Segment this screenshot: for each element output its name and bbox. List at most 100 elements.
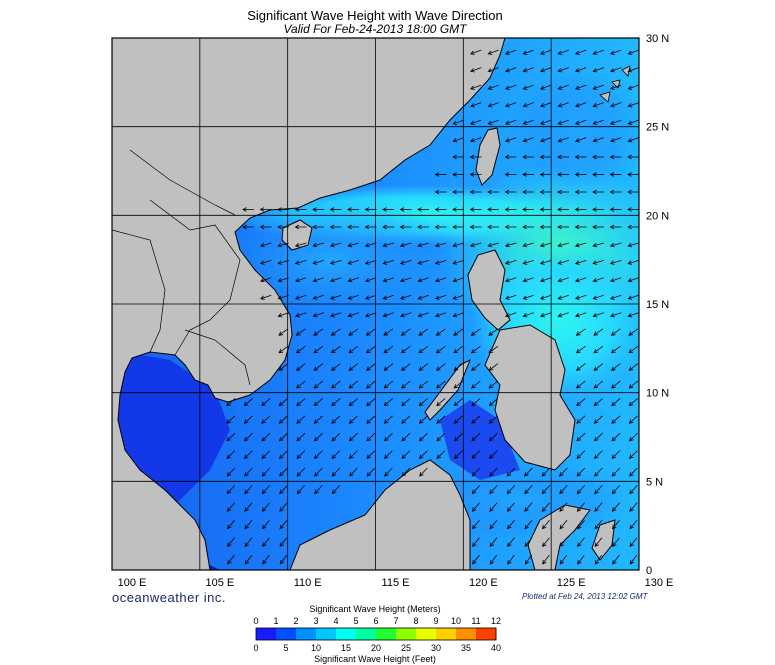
wave-arrow bbox=[364, 224, 377, 230]
wave-arrow bbox=[436, 363, 446, 371]
wave-arrow bbox=[524, 502, 533, 512]
wave-arrow bbox=[539, 172, 552, 177]
wave-arrow bbox=[471, 380, 481, 389]
wave-arrow bbox=[312, 224, 324, 230]
wave-arrow bbox=[435, 328, 446, 336]
wave-arrow bbox=[364, 207, 377, 212]
wave-arrow bbox=[453, 398, 463, 407]
wave-arrow bbox=[347, 242, 359, 248]
wave-arrow bbox=[505, 67, 517, 73]
feet-tick-label: 5 bbox=[283, 643, 288, 653]
wave-arrow bbox=[540, 294, 552, 300]
wave-arrow bbox=[243, 415, 253, 424]
wave-arrow bbox=[417, 207, 429, 212]
longitude-label: 105 E bbox=[205, 577, 234, 589]
wave-arrow bbox=[522, 312, 534, 318]
wave-arrow bbox=[244, 467, 253, 477]
wave-arrow bbox=[383, 415, 393, 424]
wave-arrow bbox=[557, 242, 569, 248]
wave-arrow bbox=[419, 467, 428, 477]
wave-arrow bbox=[434, 242, 447, 248]
wave-arrow bbox=[400, 277, 412, 283]
wave-arrow bbox=[419, 450, 428, 459]
wave-arrow bbox=[417, 260, 429, 265]
wave-arrow bbox=[365, 294, 377, 300]
wave-arrow bbox=[471, 520, 480, 530]
wave-arrow bbox=[278, 415, 288, 424]
wave-arrow bbox=[611, 380, 621, 389]
wave-arrow bbox=[628, 328, 639, 336]
wave-arrow bbox=[594, 554, 603, 565]
wave-arrow bbox=[557, 260, 569, 265]
wave-arrow bbox=[575, 312, 587, 318]
wave-arrow bbox=[594, 520, 603, 530]
wave-arrow bbox=[418, 398, 428, 407]
wave-arrow bbox=[365, 277, 377, 283]
wave-arrow bbox=[401, 398, 411, 407]
wave-arrow bbox=[314, 485, 323, 495]
meter-tick-label: 11 bbox=[471, 616, 480, 626]
wave-arrow bbox=[592, 224, 604, 230]
wave-arrow bbox=[471, 502, 480, 512]
wave-arrow bbox=[609, 242, 622, 248]
wave-arrow bbox=[470, 328, 481, 336]
wave-arrow bbox=[331, 467, 341, 477]
wave-arrow bbox=[312, 260, 324, 265]
wave-arrow bbox=[628, 432, 638, 442]
wave-arrow bbox=[557, 224, 569, 230]
wave-arrow bbox=[226, 467, 236, 477]
wave-arrow bbox=[522, 119, 534, 125]
wave-arrow bbox=[627, 102, 639, 108]
meter-tick-label: 9 bbox=[433, 616, 438, 626]
wave-arrow bbox=[277, 260, 289, 265]
wave-arrow bbox=[592, 67, 604, 73]
wave-arrow bbox=[366, 467, 376, 477]
wave-arrow bbox=[399, 207, 412, 212]
longitude-label: 125 E bbox=[557, 577, 586, 589]
wave-arrow bbox=[504, 189, 517, 195]
wave-arrow bbox=[522, 137, 534, 143]
wave-arrow bbox=[542, 537, 550, 547]
wave-arrow bbox=[609, 154, 622, 160]
wave-arrow bbox=[540, 277, 552, 283]
wave-arrow bbox=[331, 380, 341, 389]
wave-arrow bbox=[294, 242, 307, 248]
wave-arrow bbox=[524, 467, 533, 477]
wave-arrow bbox=[277, 277, 289, 283]
wave-arrow bbox=[469, 172, 482, 177]
wave-arrow bbox=[576, 363, 586, 371]
wave-arrow bbox=[226, 415, 236, 424]
wave-arrow bbox=[574, 242, 587, 248]
meter-tick-label: 5 bbox=[353, 616, 358, 626]
wave-arrow bbox=[487, 102, 499, 108]
wave-arrow bbox=[610, 345, 621, 354]
wave-arrow bbox=[294, 224, 307, 230]
legend-feet-ticks: 0 5 10 15 20 25 30 35 40 bbox=[253, 643, 501, 653]
colorbar-swatch bbox=[436, 628, 457, 640]
wave-arrow bbox=[278, 432, 288, 442]
wave-arrow bbox=[452, 260, 464, 265]
wave-arrow bbox=[452, 119, 464, 125]
wave-arrow bbox=[366, 432, 376, 442]
meter-tick-label: 6 bbox=[373, 616, 378, 626]
wave-arrow bbox=[505, 294, 517, 300]
wave-arrow bbox=[434, 189, 447, 195]
wave-arrow bbox=[489, 554, 498, 565]
wave-arrow bbox=[575, 345, 586, 354]
wave-arrow bbox=[434, 207, 447, 212]
wave-arrow bbox=[401, 432, 411, 442]
wave-arrow bbox=[348, 328, 359, 336]
wave-arrow bbox=[296, 380, 306, 389]
wave-arrow bbox=[611, 450, 621, 459]
wave-arrow bbox=[592, 119, 604, 125]
wave-arrow bbox=[453, 415, 463, 424]
wave-arrow bbox=[418, 432, 428, 442]
wave-arrow bbox=[609, 207, 622, 212]
wave-arrow bbox=[576, 398, 586, 407]
wave-arrow bbox=[471, 450, 481, 459]
meter-tick-label: 4 bbox=[333, 616, 338, 626]
wave-arrow bbox=[313, 432, 323, 442]
wave-arrow bbox=[522, 154, 534, 160]
wave-arrow bbox=[592, 49, 604, 55]
wave-arrow bbox=[593, 345, 604, 354]
